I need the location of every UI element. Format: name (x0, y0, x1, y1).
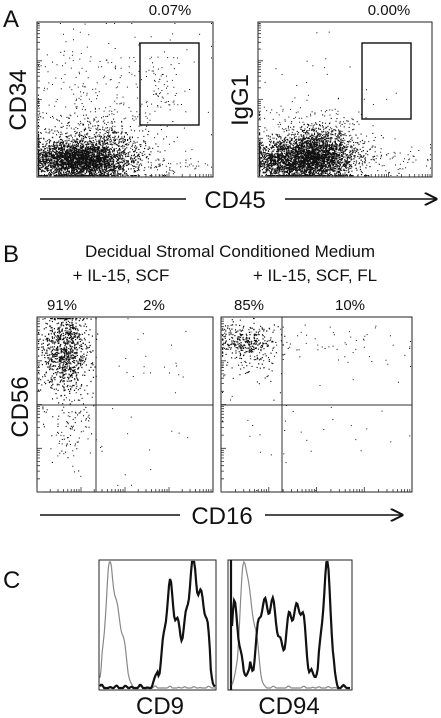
dot-cloud (264, 107, 375, 177)
dot-cloud (259, 129, 401, 177)
y-axis-label-igg1: IgG1 (227, 74, 254, 126)
dot-cloud (100, 408, 189, 486)
scatter-dots-a-right (259, 23, 431, 177)
dot-cloud (38, 129, 161, 177)
histogram-cd9 (99, 560, 216, 690)
dot-cloud (38, 33, 209, 177)
quadrant-percent-right-ur: 10% (335, 297, 365, 314)
x-axis-label-cd45: CD45 (204, 187, 265, 214)
panel-letter-c: C (3, 567, 20, 594)
panel-b-title: Decidual Stromal Conditioned Medium (85, 242, 375, 261)
dot-cloud (50, 415, 103, 477)
dot-cloud (38, 376, 103, 472)
panel-b-left-plot (36, 316, 214, 493)
panel-a-right-plot (257, 21, 433, 178)
panel-c-left-plot (98, 559, 217, 691)
gate-box-left (139, 42, 200, 126)
tick-marks-a-left (36, 23, 212, 178)
panel-b-right-plot (220, 316, 413, 493)
histogram-isotype-cd9 (99, 561, 215, 689)
tick-marks-a-right (257, 23, 431, 178)
dot-cloud (222, 319, 286, 369)
x-axis-label-cd16: CD16 (191, 503, 252, 530)
y-axis-label-cd34: CD34 (5, 69, 32, 130)
quadrant-percent-left-ul: 91% (47, 297, 77, 314)
dot-cloud (90, 318, 187, 394)
tick-marks-b-left (36, 318, 212, 493)
scatter-dots-b-right (222, 318, 411, 491)
panel-letter-b: B (3, 241, 19, 268)
dot-cloud (144, 158, 212, 175)
panel-letter-a: A (3, 6, 19, 33)
axis-ticks (36, 318, 212, 493)
condition-label-left: + IL-15, SCF (73, 266, 170, 285)
panel-c-right-plot (227, 559, 353, 691)
gate-percent-left: 0.07% (149, 2, 192, 19)
dot-cloud (250, 324, 411, 383)
dot-cloud (222, 318, 298, 401)
dot-cloud (222, 395, 362, 491)
y-axis-label-cd56: CD56 (7, 376, 34, 437)
axis-ticks (257, 23, 431, 178)
condition-label-right: + IL-15, SCF, FL (253, 266, 377, 285)
tick-marks-b-right (220, 318, 411, 493)
quadrant-percent-left-ur: 2% (143, 297, 165, 314)
histogram-isotype-cd94 (231, 560, 350, 689)
x-axis-label-cd94: CD94 (258, 693, 319, 718)
x-axis-label-cd9: CD9 (136, 693, 184, 718)
dot-cloud (259, 23, 397, 114)
axis-ticks (220, 318, 411, 493)
dot-cloud (252, 361, 411, 452)
axis-ticks (36, 23, 212, 178)
quadrant-percent-right-ul: 85% (234, 297, 264, 314)
gate-box-right (361, 42, 412, 120)
panel-a-left-plot (36, 21, 214, 178)
scatter-dots-a-left (38, 23, 212, 177)
histogram-cd94 (230, 560, 350, 690)
dot-cloud (38, 318, 99, 408)
dot-cloud (38, 23, 212, 151)
scatter-dots-b-left (38, 318, 189, 486)
gate-percent-right: 0.00% (368, 2, 411, 19)
